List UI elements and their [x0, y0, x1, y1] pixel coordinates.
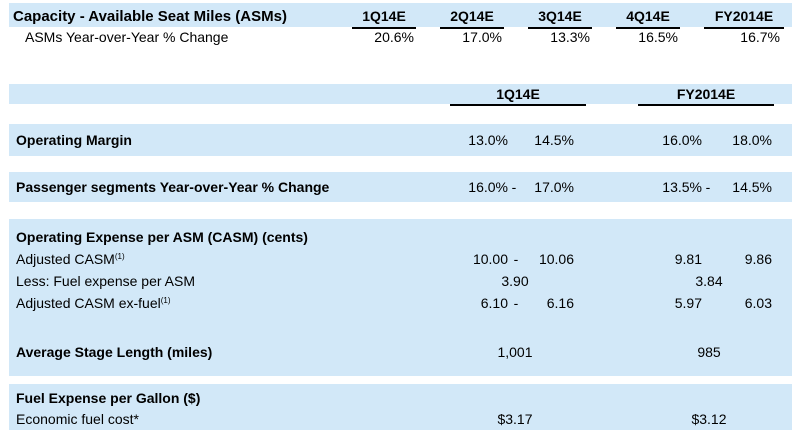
passenger-fy-low: 13.5%	[662, 179, 702, 195]
fuel-expense-asm-label: Less: Fuel expense per ASM	[16, 273, 195, 289]
stage-length-label: Average Stage Length (miles)	[16, 344, 213, 360]
casm-ex-fuel-q-low: 6.10	[480, 295, 508, 311]
fuel-expense-asm-q: 3.90	[501, 273, 529, 289]
operating-margin-fy-high: 18.0%	[732, 132, 772, 148]
casm-ex-fuel-text: Adjusted CASM ex-fuel	[16, 295, 161, 311]
casm-ex-fuel-q-high: 6.16	[546, 295, 574, 311]
capacity-header-underline	[616, 27, 680, 29]
capacity-header-3q14e: 3Q14E	[538, 8, 582, 24]
adjusted-casm-q-high: 10.06	[538, 251, 574, 267]
passenger-band	[9, 172, 792, 202]
passenger-fy-high: 14.5%	[732, 179, 772, 195]
guidance-header-1q14e: 1Q14E	[496, 86, 540, 102]
passenger-fy-sep: -	[705, 179, 711, 195]
operating-margin-q-high: 14.5%	[534, 132, 574, 148]
casm-band	[9, 219, 792, 342]
casm-ex-fuel-fy-high: 6.03	[744, 295, 772, 311]
fuel-gallon-title: Fuel Expense per Gallon ($)	[16, 390, 201, 406]
stage-length-band	[9, 342, 792, 376]
adjusted-casm-fy-low: 9.81	[674, 251, 702, 267]
fuel-expense-asm-fy: 3.84	[695, 273, 723, 289]
passenger-q-sep: -	[511, 179, 517, 195]
capacity-header-underline	[352, 27, 416, 29]
casm-ex-fuel-footnote: (1)	[160, 296, 171, 305]
economic-fuel-label: Economic fuel cost*	[16, 411, 139, 427]
casm-ex-fuel-label: Adjusted CASM ex-fuel(1)	[16, 295, 171, 312]
adjusted-casm-footnote: (1)	[114, 252, 125, 261]
economic-fuel-fy: $3.12	[691, 411, 727, 427]
adjusted-casm-q-sep: -	[513, 251, 519, 267]
capacity-header-4q14e: 4Q14E	[626, 8, 670, 24]
casm-section-title: Operating Expense per ASM (CASM) (cents)	[16, 229, 308, 245]
capacity-header-underline	[704, 27, 784, 29]
adjusted-casm-text: Adjusted CASM	[16, 251, 115, 267]
economic-fuel-q: $3.17	[497, 411, 533, 427]
adjusted-casm-q-low: 10.00	[472, 251, 508, 267]
fuel-gallon-band	[9, 384, 792, 430]
asms-yoy-2q14e: 17.0%	[462, 29, 502, 45]
passenger-q-low: 16.0%	[468, 179, 508, 195]
stage-length-fy: 985	[697, 344, 721, 360]
operating-margin-band	[9, 124, 792, 156]
capacity-header-2q14e: 2Q14E	[450, 8, 494, 24]
capacity-title: Capacity - Available Seat Miles (ASMs)	[13, 8, 287, 25]
guidance-header-underline	[638, 104, 774, 106]
passenger-q-high: 17.0%	[534, 179, 574, 195]
operating-margin-label: Operating Margin	[16, 132, 132, 148]
capacity-header-underline	[440, 27, 504, 29]
asms-yoy-label: ASMs Year-over-Year % Change	[25, 29, 229, 45]
asms-yoy-fy2014e: 16.7%	[740, 29, 780, 45]
capacity-header-fy2014e: FY2014E	[714, 8, 774, 24]
guidance-header-band	[9, 84, 792, 104]
capacity-header-1q14e: 1Q14E	[362, 8, 406, 24]
asms-yoy-4q14e: 16.5%	[638, 29, 678, 45]
passenger-label: Passenger segments Year-over-Year % Chan…	[16, 179, 330, 195]
asms-yoy-3q14e: 13.3%	[550, 29, 590, 45]
adjusted-casm-fy-high: 9.86	[744, 251, 772, 267]
guidance-header-underline	[450, 104, 586, 106]
stage-length-q: 1,001	[497, 344, 533, 360]
casm-ex-fuel-q-sep: -	[513, 295, 519, 311]
adjusted-casm-label: Adjusted CASM(1)	[16, 251, 125, 268]
operating-margin-q-low: 13.0%	[468, 132, 508, 148]
asms-yoy-1q14e: 20.6%	[374, 29, 414, 45]
guidance-header-fy2014e: FY2014E	[676, 86, 736, 102]
capacity-header-underline	[528, 27, 592, 29]
capacity-header-band	[9, 3, 792, 27]
casm-ex-fuel-fy-low: 5.97	[674, 295, 702, 311]
operating-margin-fy-low: 16.0%	[662, 132, 702, 148]
